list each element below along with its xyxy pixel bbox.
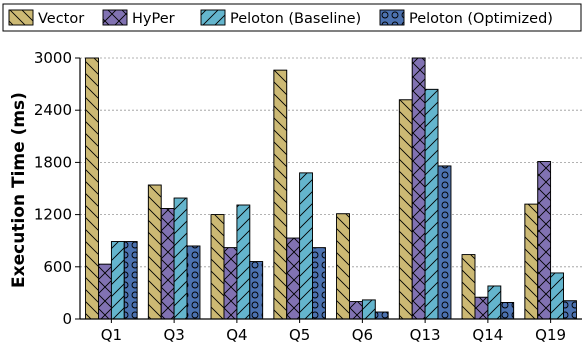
x-tick-label-q5: Q5 — [289, 326, 310, 344]
y-tick-label-3000: 3000 — [34, 49, 72, 67]
bar-peloton-baseline-q14-hatch — [487, 285, 502, 320]
bar-hyper-q1 — [98, 263, 112, 320]
legend-swatch-hatch-peloton-baseline — [200, 9, 226, 26]
bar-peloton-optimized-q6-hatch — [374, 311, 389, 320]
bar-peloton-optimized-q13 — [437, 165, 452, 320]
y-axis-ticks: 0 600 1200 1800 2400 3000 — [34, 49, 80, 328]
bar-vector-q14-hatch — [461, 254, 476, 320]
y-tick-label-0: 0 — [62, 310, 72, 328]
bars — [85, 57, 577, 320]
bar-peloton-optimized-q19-hatch — [563, 300, 577, 320]
legend-swatch-hatch-peloton-optimized — [379, 9, 405, 26]
legend-item-hyper: HyPer — [102, 9, 175, 27]
bar-peloton-baseline-q3 — [173, 197, 188, 320]
bar-vector-q6 — [336, 213, 350, 320]
bar-hyper-q14-hatch — [474, 296, 489, 320]
bar-vector-q5 — [273, 69, 288, 320]
bar-vector-q13-hatch — [398, 99, 413, 320]
x-tick-label-q6: Q6 — [352, 326, 373, 344]
x-tick-label-q3: Q3 — [163, 326, 184, 344]
legend-item-peloton-optimized: Peloton (Optimized) — [379, 9, 553, 27]
y-tick-label-600: 600 — [43, 258, 72, 276]
bar-peloton-optimized-q6 — [374, 311, 389, 320]
legend-label-vector: Vector — [38, 11, 84, 27]
bar-vector-q5-hatch — [273, 69, 288, 320]
bar-peloton-baseline-q3-hatch — [173, 197, 188, 320]
bar-peloton-optimized-q5-hatch — [312, 247, 326, 320]
bar-peloton-baseline-q13 — [424, 88, 439, 320]
legend-swatch-hatch-vector — [8, 9, 34, 26]
bar-peloton-optimized-q14-hatch — [500, 302, 515, 320]
bar-hyper-q13-hatch — [411, 57, 426, 320]
bar-hyper-q19 — [537, 161, 552, 320]
bar-hyper-q4-hatch — [223, 247, 238, 320]
bar-peloton-baseline-q4-hatch — [236, 204, 251, 320]
bar-peloton-baseline-q5-hatch — [299, 172, 313, 320]
y-tick-label-1800: 1800 — [34, 153, 72, 171]
legend-item-peloton-baseline: Peloton (Baseline) — [200, 9, 361, 27]
axes — [79, 58, 582, 320]
x-tick-label-q14: Q14 — [472, 326, 503, 344]
legend-item-vector: Vector — [8, 9, 84, 27]
bar-peloton-baseline-q19 — [550, 272, 564, 320]
bar-peloton-baseline-q6 — [361, 299, 376, 320]
bar-vector-q4-hatch — [210, 214, 225, 320]
y-axis-title: Execution Time (ms) — [9, 92, 29, 288]
bar-hyper-q5 — [286, 237, 301, 320]
bar-peloton-baseline-q14 — [487, 285, 502, 320]
bar-hyper-q3-hatch — [160, 208, 175, 320]
bar-peloton-baseline-q6-hatch — [361, 299, 376, 320]
bar-vector-q3-hatch — [147, 184, 162, 320]
bar-peloton-optimized-q4 — [249, 261, 264, 320]
bar-peloton-optimized-q14 — [500, 302, 515, 320]
bar-vector-q6-hatch — [336, 213, 350, 320]
bar-peloton-optimized-q19 — [563, 300, 577, 320]
bar-peloton-baseline-q13-hatch — [424, 88, 439, 320]
bar-peloton-baseline-q1 — [110, 241, 125, 320]
bar-hyper-q19-hatch — [537, 161, 552, 320]
x-tick-label-q13: Q13 — [410, 326, 441, 344]
bar-hyper-q13 — [411, 57, 426, 320]
bar-vector-q4 — [210, 214, 225, 320]
x-tick-label-q4: Q4 — [226, 326, 247, 344]
bar-hyper-q6-hatch — [349, 301, 363, 320]
bar-vector-q1-hatch — [85, 57, 99, 320]
bar-hyper-q4 — [223, 247, 238, 320]
x-axis-ticks: Q1 Q3 Q4 Q5 Q6 Q13 Q14 Q19 — [101, 319, 566, 344]
bar-peloton-optimized-q1-hatch — [123, 241, 138, 320]
y-tick-label-2400: 2400 — [34, 101, 72, 119]
x-tick-label-q19: Q19 — [535, 326, 566, 344]
legend-swatch-hatch-hyper — [102, 9, 128, 26]
legend: Vector HyPer Peloton (Baseline) Peloton (Op… — [2, 3, 582, 32]
bar-peloton-optimized-q5 — [312, 247, 326, 320]
bar-hyper-q5-hatch — [286, 237, 301, 320]
bar-peloton-baseline-q5 — [299, 172, 313, 320]
bar-vector-q19 — [524, 203, 539, 320]
legend-label-hyper: HyPer — [132, 11, 175, 27]
legend-label-peloton-optimized: Peloton (Optimized) — [409, 11, 553, 27]
bar-vector-q3 — [147, 184, 162, 320]
bar-hyper-q6 — [349, 301, 363, 320]
bar-hyper-q14 — [474, 296, 489, 320]
bar-peloton-baseline-q1-hatch — [110, 241, 125, 320]
legend-label-peloton-baseline: Peloton (Baseline) — [230, 11, 361, 27]
bar-peloton-optimized-q13-hatch — [437, 165, 452, 320]
legend-box — [2, 3, 582, 32]
bar-peloton-baseline-q4 — [236, 204, 251, 320]
bar-vector-q14 — [461, 254, 476, 320]
bar-peloton-optimized-q3 — [186, 245, 201, 320]
bar-hyper-q1-hatch — [98, 263, 112, 320]
bar-peloton-optimized-q4-hatch — [249, 261, 264, 320]
bar-vector-q1 — [85, 57, 99, 320]
bar-vector-q13 — [398, 99, 413, 320]
x-tick-label-q1: Q1 — [101, 326, 122, 344]
y-tick-label-1200: 1200 — [34, 206, 72, 224]
bar-peloton-optimized-q3-hatch — [186, 245, 201, 320]
bar-vector-q19-hatch — [524, 203, 539, 320]
bar-peloton-baseline-q19-hatch — [550, 272, 564, 320]
bar-hyper-q3 — [160, 208, 175, 320]
bar-peloton-optimized-q1 — [123, 241, 138, 320]
